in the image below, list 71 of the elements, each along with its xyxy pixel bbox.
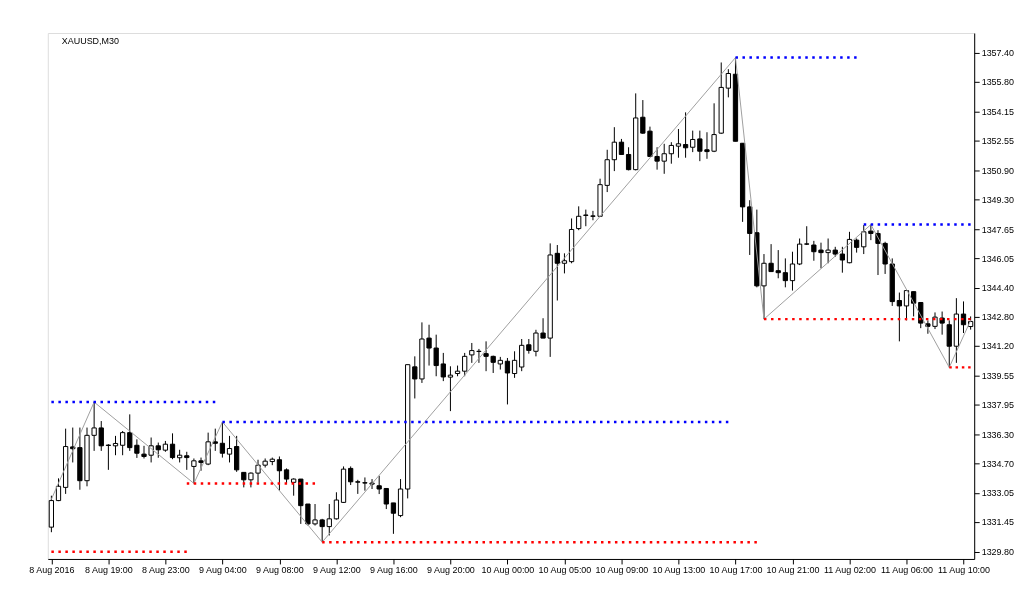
y-tick-label: 1341.20	[981, 341, 1015, 352]
x-tick-label: 9 Aug 04:00	[199, 565, 247, 576]
candlestick	[576, 205, 582, 231]
x-tick-label: 9 Aug 12:00	[313, 565, 361, 576]
y-tick-label: 1355.80	[981, 77, 1015, 88]
candlestick	[276, 455, 283, 492]
candlestick	[668, 141, 674, 165]
candlestick	[383, 487, 389, 510]
y-tick-label: 1350.90	[981, 165, 1015, 176]
candlestick	[376, 475, 382, 495]
y-tick-label: 1337.95	[981, 399, 1015, 410]
candlestick	[184, 451, 190, 471]
x-tick-label: 10 Aug 21:00	[766, 565, 820, 576]
candlestick	[519, 338, 525, 372]
y-tick-label: 1344.40	[981, 283, 1015, 294]
y-tick-label: 1352.55	[981, 136, 1015, 147]
candlestick	[675, 128, 682, 159]
x-tick-label: 10 Aug 00:00	[481, 565, 535, 576]
chart-title: XAUUSD,M30	[61, 35, 119, 46]
line-series	[50, 57, 972, 543]
candlestick	[839, 246, 845, 274]
x-tick-label: 11 Aug 06:00	[880, 565, 934, 576]
y-tick-label: 1342.80	[981, 312, 1015, 323]
candlestick	[447, 365, 454, 412]
candlestick	[789, 251, 796, 292]
candlestick	[219, 421, 226, 459]
x-tick-label: 8 Aug 23:00	[141, 565, 190, 576]
x-tick-label: 10 Aug 17:00	[709, 565, 763, 576]
x-tick-label: 8 Aug 19:00	[84, 565, 133, 576]
candlestick	[782, 257, 788, 288]
candlestick	[234, 435, 240, 473]
y-tick-label: 1339.55	[981, 371, 1015, 381]
x-tick-label: 9 Aug 20:00	[427, 565, 475, 576]
y-tick-label: 1333.05	[981, 488, 1015, 499]
candlestick	[946, 319, 952, 368]
x-tick-label: 10 Aug 09:00	[595, 565, 649, 576]
candlestick	[682, 111, 689, 159]
candlestick	[896, 292, 903, 342]
y-tick-label: 1334.70	[981, 458, 1015, 469]
y-tick-label: 1331.45	[981, 517, 1015, 528]
y-tick-label: 1357.40	[981, 48, 1015, 59]
candlestick	[333, 491, 340, 521]
candlestick	[105, 443, 112, 471]
candlestick	[326, 503, 332, 536]
x-tick-label: 8 Aug 2016	[29, 565, 75, 576]
x-tick-label: 10 Aug 13:00	[652, 565, 706, 576]
y-tick-label: 1347.65	[981, 224, 1015, 235]
y-tick-label: 1329.80	[981, 547, 1015, 558]
candlestick	[554, 244, 560, 302]
candlestick	[960, 300, 967, 334]
candlestick	[725, 68, 731, 98]
candlestick	[226, 435, 233, 463]
x-tick-label: 9 Aug 16:00	[370, 565, 418, 576]
candlestick	[504, 357, 511, 405]
y-tick-label: 1354.15	[981, 107, 1015, 118]
candlestick	[611, 126, 617, 172]
candlestick	[440, 352, 446, 382]
y-tick-label: 1349.30	[981, 194, 1015, 205]
candlestick	[120, 430, 126, 456]
y-tick-label: 1336.30	[981, 429, 1015, 440]
candlestick	[348, 465, 354, 486]
candlestick	[169, 432, 176, 460]
candlestick	[561, 252, 568, 274]
x-tick-label: 9 Aug 08:00	[256, 565, 304, 576]
candlestick	[796, 238, 803, 266]
x-tick-label: 10 Aug 05:00	[538, 565, 592, 576]
candlestick	[511, 350, 518, 379]
x-tick-label: 11 Aug 10:00	[937, 565, 991, 576]
y-tick-label: 1346.05	[981, 253, 1015, 264]
x-tick-label: 11 Aug 02:00	[823, 565, 877, 576]
candlestick	[390, 502, 397, 535]
